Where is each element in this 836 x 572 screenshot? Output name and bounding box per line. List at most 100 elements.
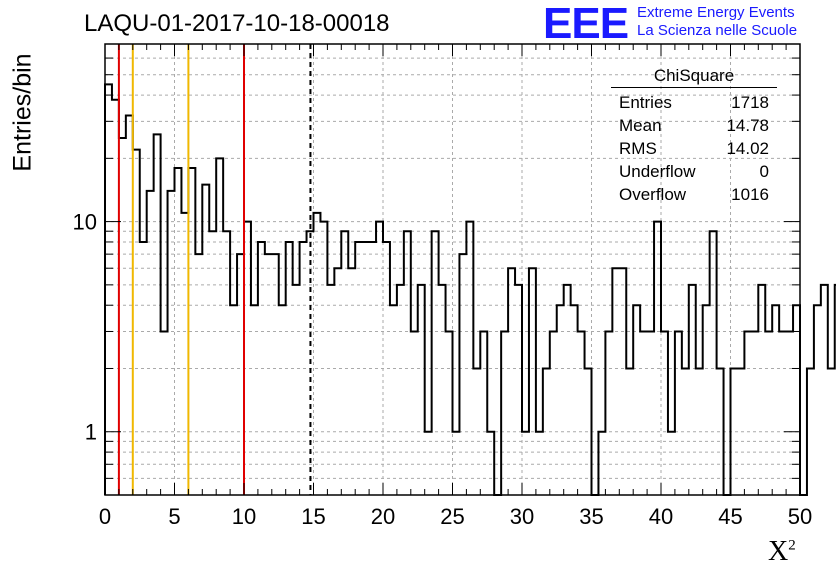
histogram-bar [376, 222, 383, 495]
histogram-bar [751, 331, 758, 495]
histogram-bar [612, 268, 619, 495]
histogram-bar [432, 231, 439, 495]
stats-value: 14.02 [726, 139, 769, 158]
histogram-bar [585, 368, 592, 495]
y-axis-label: Entries/bin [8, 53, 37, 172]
histogram-bar [508, 268, 515, 495]
stats-row-entries: Entries 1718 [611, 91, 777, 114]
histogram-bar [439, 285, 446, 495]
histogram-bar [355, 242, 362, 495]
histogram-bar [696, 368, 703, 495]
histogram-bar [251, 305, 258, 495]
histogram-bar [293, 285, 300, 495]
histogram-bar [564, 285, 571, 495]
histogram-bar [397, 285, 404, 495]
histogram-bar [619, 268, 626, 495]
y-tick-label: 10 [73, 210, 97, 235]
histogram-bar [161, 331, 168, 495]
histogram-bar [314, 213, 321, 495]
histogram-outline [104, 83, 836, 496]
stats-value: 1016 [731, 185, 769, 204]
histogram-bar [821, 285, 828, 495]
stats-value: 1718 [731, 93, 769, 112]
histogram-bar [105, 84, 112, 495]
histogram-bar [786, 331, 793, 495]
histogram-bar [828, 368, 835, 495]
histogram-bar [737, 368, 744, 495]
histogram-bar [209, 231, 216, 495]
histogram-bar [383, 242, 390, 495]
histogram-bar [175, 168, 182, 495]
histogram-bar [300, 242, 307, 495]
x-tick-label: 50 [788, 504, 812, 529]
histogram-bar [425, 432, 432, 495]
histogram-bar [327, 285, 334, 495]
stats-value: 0 [759, 162, 769, 181]
histogram-bar [793, 305, 800, 495]
histogram-bar [362, 242, 369, 495]
stats-row-overflow: Overflow 1016 [611, 183, 777, 206]
histogram-bar [453, 432, 460, 495]
histogram-bar [348, 268, 355, 495]
histogram-bar [758, 285, 765, 495]
histogram-bar [279, 305, 286, 495]
histogram-bar [626, 368, 633, 495]
histogram-bar [195, 254, 202, 495]
x-tick-label: 15 [301, 504, 325, 529]
histogram-bar [459, 254, 466, 495]
histogram-bar [216, 158, 223, 495]
histogram-bar [647, 331, 654, 495]
histogram-bar [661, 331, 668, 495]
histogram-bar [598, 432, 605, 495]
histogram-bar [230, 305, 237, 495]
x-tick-label: 30 [510, 504, 534, 529]
stats-label: Underflow [619, 162, 696, 181]
histogram-bar [258, 242, 265, 495]
x-tick-label: 40 [649, 504, 673, 529]
stats-value: 14.78 [726, 116, 769, 135]
histogram-bar [765, 331, 772, 495]
histogram-bar [578, 331, 585, 495]
x-tick-label: 5 [168, 504, 180, 529]
x-tick-label: 45 [718, 504, 742, 529]
histogram-bar [731, 368, 738, 495]
x-tick-label: 10 [232, 504, 256, 529]
histogram-bar [404, 231, 411, 495]
histogram-bar [522, 432, 529, 495]
stats-label: RMS [619, 139, 657, 158]
x-tick-label: 0 [99, 504, 111, 529]
histogram-bar [710, 231, 717, 495]
histogram-bar [640, 331, 647, 495]
eee-logo: EEE [543, 0, 629, 48]
histogram-bar [703, 305, 710, 495]
histogram-bar [147, 191, 154, 495]
histogram-bar [188, 168, 195, 495]
histogram-bar [272, 254, 279, 495]
histogram-bar [369, 242, 376, 495]
histogram-bar [119, 138, 126, 495]
histogram-bar [112, 100, 119, 495]
histogram-bar [543, 368, 550, 495]
x-tick-label: 35 [579, 504, 603, 529]
histogram-bar [675, 331, 682, 495]
histogram-bar [536, 432, 543, 495]
histogram-bar [411, 331, 418, 495]
histogram-bar [814, 305, 821, 495]
histogram-bar [286, 242, 293, 495]
histogram-bar [633, 305, 640, 495]
histogram-bar [334, 268, 341, 495]
histogram-bar [154, 134, 161, 495]
chart-title: LAQU-01-2017-10-18-00018 [84, 10, 390, 37]
histogram-bar [529, 268, 536, 495]
histogram-bar [487, 432, 494, 495]
x-tick-label: 20 [371, 504, 395, 529]
histogram-bar [480, 331, 487, 495]
histogram-bar [202, 185, 209, 495]
stats-box: ChiSquare Entries 1718 Mean 14.78 RMS 14.02… [611, 66, 777, 206]
stats-label: Mean [619, 116, 662, 135]
histogram-bar [515, 285, 522, 495]
histogram-bar [682, 368, 689, 495]
histogram-bar [744, 331, 751, 495]
stats-row-rms: RMS 14.02 [611, 137, 777, 160]
